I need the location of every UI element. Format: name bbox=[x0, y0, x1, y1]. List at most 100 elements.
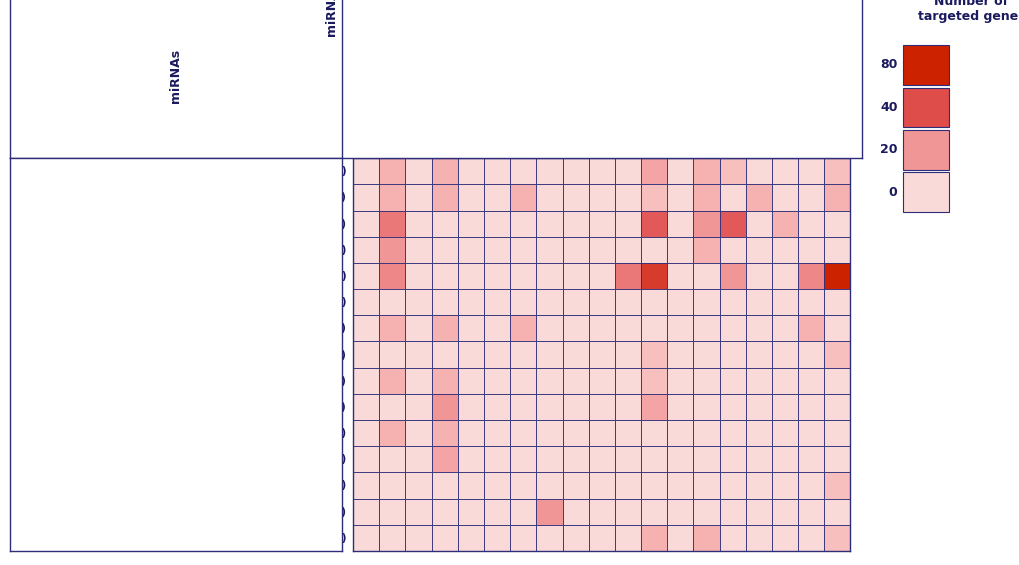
Bar bbox=[536, 472, 562, 498]
Bar bbox=[379, 158, 406, 184]
Bar bbox=[458, 184, 484, 211]
Bar bbox=[484, 237, 510, 263]
Bar bbox=[823, 394, 850, 420]
Bar bbox=[666, 498, 693, 525]
Bar bbox=[823, 289, 850, 315]
Bar bbox=[510, 394, 536, 420]
Bar bbox=[823, 184, 850, 211]
Bar bbox=[353, 394, 379, 420]
Bar bbox=[379, 498, 406, 525]
Bar bbox=[666, 315, 693, 341]
Bar bbox=[823, 211, 850, 237]
Bar bbox=[353, 446, 379, 472]
Bar bbox=[458, 341, 484, 368]
Bar bbox=[614, 237, 640, 263]
Bar bbox=[536, 315, 562, 341]
Text: hsa-miR-18b-5p: hsa-miR-18b-5p bbox=[471, 67, 480, 154]
Text: hsa-miR-18a-5p: hsa-miR-18a-5p bbox=[444, 68, 454, 154]
Bar bbox=[510, 446, 536, 472]
Bar bbox=[562, 237, 588, 263]
Bar bbox=[745, 394, 771, 420]
Text: hsa-miR-135b-5p: hsa-miR-135b-5p bbox=[392, 60, 401, 154]
Bar bbox=[379, 289, 406, 315]
Bar bbox=[718, 341, 745, 368]
Bar bbox=[745, 368, 771, 394]
Bar bbox=[640, 341, 666, 368]
Bar bbox=[353, 498, 379, 525]
Bar bbox=[588, 211, 614, 237]
Bar bbox=[379, 446, 406, 472]
Bar bbox=[823, 525, 850, 551]
Bar bbox=[693, 446, 718, 472]
Bar bbox=[666, 420, 693, 446]
Bar bbox=[458, 237, 484, 263]
Text: Proteoglycans in cancer (hsa05205): Proteoglycans in cancer (hsa05205) bbox=[135, 166, 345, 176]
Bar bbox=[510, 184, 536, 211]
Bar bbox=[536, 446, 562, 472]
Bar bbox=[536, 525, 562, 551]
Bar bbox=[823, 446, 850, 472]
Bar bbox=[562, 498, 588, 525]
Bar bbox=[431, 472, 458, 498]
Bar bbox=[640, 263, 666, 289]
Text: miRNAs: miRNAs bbox=[169, 49, 182, 103]
Bar bbox=[458, 472, 484, 498]
Bar bbox=[797, 289, 823, 315]
Bar bbox=[510, 368, 536, 394]
Bar bbox=[510, 263, 536, 289]
Bar bbox=[745, 289, 771, 315]
Bar bbox=[771, 472, 797, 498]
Bar bbox=[640, 289, 666, 315]
Bar bbox=[406, 211, 431, 237]
Bar bbox=[510, 158, 536, 184]
Bar bbox=[797, 446, 823, 472]
Text: Colorectal cancer (hsa05210): Colorectal cancer (hsa05210) bbox=[173, 376, 345, 386]
Bar bbox=[379, 341, 406, 368]
Text: hsa-miR-133b: hsa-miR-133b bbox=[628, 79, 637, 154]
Bar bbox=[666, 446, 693, 472]
Bar bbox=[379, 472, 406, 498]
Text: Number of
targeted genes: Number of targeted genes bbox=[917, 0, 1019, 23]
Bar bbox=[614, 341, 640, 368]
Bar bbox=[536, 211, 562, 237]
Bar bbox=[562, 368, 588, 394]
Bar bbox=[588, 368, 614, 394]
Bar bbox=[693, 420, 718, 446]
Bar bbox=[510, 525, 536, 551]
Text: Pathways in cancer (hsa05200): Pathways in cancer (hsa05200) bbox=[162, 271, 345, 281]
Text: PI3K-Akt signaling pathway (hsa04151): PI3K-Akt signaling pathway (hsa04151) bbox=[114, 533, 345, 543]
Bar bbox=[614, 184, 640, 211]
Bar bbox=[510, 498, 536, 525]
Bar bbox=[771, 237, 797, 263]
Bar bbox=[588, 289, 614, 315]
Text: FoxO signaling pathway (hsa04068): FoxO signaling pathway (hsa04068) bbox=[136, 323, 345, 333]
Bar bbox=[588, 184, 614, 211]
Bar bbox=[640, 211, 666, 237]
Bar bbox=[745, 525, 771, 551]
Bar bbox=[771, 394, 797, 420]
Bar bbox=[823, 158, 850, 184]
Bar bbox=[353, 289, 379, 315]
Bar bbox=[771, 525, 797, 551]
Text: 40: 40 bbox=[879, 101, 897, 114]
Bar bbox=[771, 498, 797, 525]
Bar bbox=[431, 525, 458, 551]
Bar bbox=[588, 237, 614, 263]
Bar bbox=[406, 394, 431, 420]
Text: hsa-miR-497-5p: hsa-miR-497-5p bbox=[837, 68, 847, 154]
Bar bbox=[640, 446, 666, 472]
Bar bbox=[562, 211, 588, 237]
Bar bbox=[614, 525, 640, 551]
Bar bbox=[666, 525, 693, 551]
Bar bbox=[823, 472, 850, 498]
Bar bbox=[693, 263, 718, 289]
Bar bbox=[431, 315, 458, 341]
Text: 80: 80 bbox=[879, 58, 897, 72]
Bar bbox=[614, 446, 640, 472]
Text: Cell cycle (hsa04110): Cell cycle (hsa04110) bbox=[220, 402, 345, 412]
Bar bbox=[718, 237, 745, 263]
Bar bbox=[745, 263, 771, 289]
Bar bbox=[484, 446, 510, 472]
Bar bbox=[614, 368, 640, 394]
Bar bbox=[431, 498, 458, 525]
